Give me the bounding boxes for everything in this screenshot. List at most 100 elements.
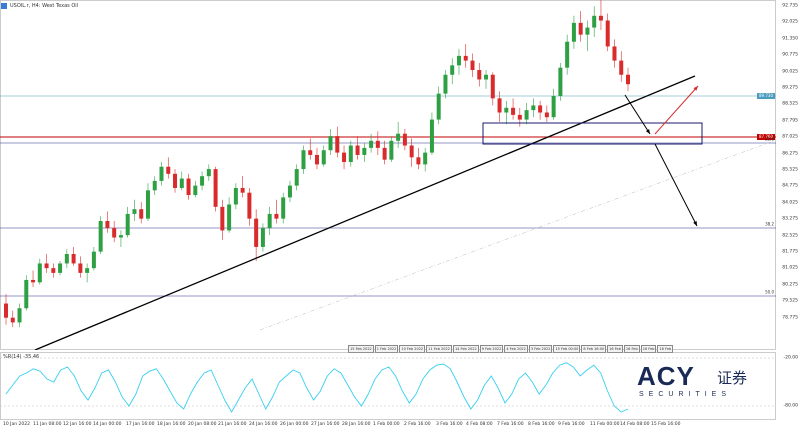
price-axis-label: 87.025 — [782, 134, 798, 140]
logo-subtitle: SECURITIES — [639, 391, 732, 398]
candle-body — [152, 180, 157, 191]
arrow-up-bounce[interactable] — [654, 85, 699, 135]
candle-body — [538, 105, 543, 113]
time-axis-label: 1 Feb 00:00 — [373, 422, 400, 427]
acy-securities-logo: ACY 证券 SECURITIES — [637, 361, 757, 405]
candle-body — [511, 107, 516, 115]
candle-body — [112, 228, 117, 238]
candle-body — [524, 110, 529, 120]
candle-body — [78, 263, 83, 273]
candlestick-chart-area[interactable] — [0, 0, 776, 350]
candle-body — [51, 268, 56, 273]
candle-body — [429, 119, 434, 153]
candle-body — [477, 70, 482, 80]
current-price-tag: 89.730 — [757, 93, 775, 99]
candle-body — [308, 150, 313, 155]
candle-body — [213, 169, 218, 207]
time-axis-label: 11 Feb 00:00 — [590, 422, 620, 427]
candle-body — [85, 268, 90, 273]
candle-body — [517, 114, 522, 120]
candle-body — [31, 279, 36, 283]
candle-body — [98, 220, 103, 252]
candle-body — [118, 235, 123, 238]
candle-body — [612, 46, 617, 61]
williams-r-oscillator[interactable] — [0, 352, 776, 420]
candle-body — [24, 279, 29, 309]
price-axis-label: 90.775 — [782, 52, 798, 58]
candle-body — [578, 22, 583, 35]
time-axis-label: 8 Feb 16:00 — [528, 422, 555, 427]
chart-title-bar: USOIL.r, H4: West Texas Oil — [1, 1, 78, 10]
candle-body — [497, 98, 502, 113]
candle-body — [375, 140, 380, 148]
arrow-down-to-zone-head — [645, 129, 650, 134]
candle-body — [254, 218, 259, 247]
candle-body — [436, 93, 441, 120]
candle-body — [443, 74, 448, 94]
candle-body — [369, 140, 374, 148]
candle-body — [44, 263, 49, 269]
candle-body — [4, 303, 8, 318]
price-axis-label: 91.350 — [782, 36, 798, 42]
candle-body — [315, 154, 319, 165]
time-axis-label: 14 Jan 00:00 — [93, 422, 122, 427]
candle-body — [626, 74, 630, 85]
candle-body — [159, 166, 164, 181]
candle-body — [274, 213, 279, 219]
candle-body — [132, 209, 137, 214]
candle-body — [105, 220, 110, 229]
candle-body — [186, 178, 191, 196]
object-list-toolbar[interactable]: 15 Feb 2022 1 Feb 2022 10 Feb 2022 11 Feb 2… — [348, 345, 674, 353]
time-axis[interactable]: 10 Jan 2022 11 Jan 08:00 12 Jan 16:00 14 Ja… — [0, 421, 776, 432]
candle-body — [227, 204, 232, 231]
candle-body — [396, 133, 401, 141]
candle-body — [260, 228, 265, 247]
candle-body — [328, 136, 333, 151]
candle-body — [17, 308, 22, 323]
candle-body — [544, 112, 549, 118]
price-axis[interactable]: 92.735 92.025 91.350 90.775 90.025 89.275 88.5… — [776, 0, 800, 350]
candle-body — [139, 209, 144, 219]
oscillator-series-line — [5, 362, 629, 413]
time-axis-label: 18 Jan 16:00 — [157, 422, 186, 427]
price-axis-label: 90.025 — [782, 69, 798, 75]
candle-body — [423, 152, 428, 165]
arrow-down-to-zone[interactable] — [624, 94, 651, 135]
time-axis-label: 21 Jan 16:00 — [218, 422, 247, 427]
logo-main-text: ACY — [637, 361, 695, 391]
candle-body — [551, 95, 556, 118]
candle-body — [220, 206, 225, 231]
arrow-down-breakdown[interactable] — [654, 143, 698, 227]
candle-body — [571, 22, 576, 42]
fib-label-38-2: 38.2 — [765, 221, 774, 227]
candle-body — [287, 185, 292, 198]
ascending-trendline[interactable] — [34, 75, 696, 350]
price-axis-label: 92.025 — [782, 19, 798, 25]
price-axis-label: 87.795 — [782, 118, 798, 124]
time-axis-label: 11 Jan 08:00 — [33, 422, 62, 427]
price-axis-label: 79.525 — [782, 298, 798, 304]
chart-symbol-icon — [1, 2, 7, 9]
candle-body — [335, 136, 340, 153]
arrow-down-breakdown-head — [693, 221, 697, 226]
candle-body — [206, 169, 211, 177]
candle-body — [348, 145, 353, 163]
price-axis-label: 82.525 — [782, 233, 798, 239]
candle-body — [10, 317, 15, 323]
candle-body — [402, 133, 407, 146]
time-axis-label: 26 Jan 00:00 — [280, 422, 309, 427]
oscillator-level-low: -80.00 — [783, 403, 798, 409]
candle-body — [71, 254, 76, 264]
time-axis-label: 20 Jan 08:00 — [188, 422, 217, 427]
candle-body — [605, 20, 610, 47]
time-axis-label: 4 Feb 08:00 — [466, 422, 493, 427]
time-axis-label: 7 Feb 16:00 — [497, 422, 524, 427]
candle-body — [58, 263, 63, 273]
candle-body — [233, 187, 238, 205]
support-zone-rectangle[interactable] — [482, 122, 703, 145]
channel-dash-line[interactable] — [259, 139, 776, 331]
price-axis-label: 83.275 — [782, 216, 798, 222]
candle-body — [558, 67, 563, 96]
candle-body — [247, 192, 252, 219]
